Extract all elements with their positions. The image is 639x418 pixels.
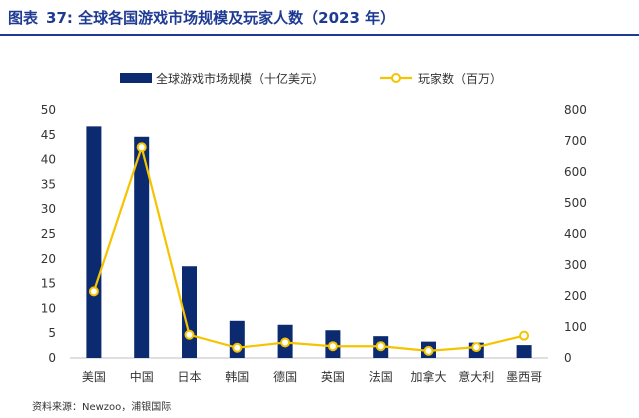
right-axis-tick-label: 700	[564, 134, 587, 148]
legend-label-market-size: 全球游戏市场规模（十亿美元）	[156, 71, 324, 86]
point-players	[471, 342, 482, 353]
left-axis-tick-label: 25	[41, 227, 56, 241]
title-divider	[0, 34, 639, 36]
x-axis-tick-label: 加拿大	[410, 369, 446, 384]
left-axis-tick-label: 0	[48, 351, 56, 365]
point-players	[136, 142, 147, 153]
figure-label: 图表	[8, 9, 39, 27]
x-axis-tick-label: 墨西哥	[506, 370, 542, 384]
left-axis-tick-label: 10	[41, 301, 56, 315]
left-axis-tick-label: 15	[41, 277, 56, 291]
point-players	[232, 342, 243, 353]
bar-market-size	[134, 136, 150, 358]
point-players	[280, 337, 291, 348]
left-axis-tick-label: 50	[41, 103, 56, 117]
point-players	[519, 330, 530, 341]
right-axis-tick-label: 0	[564, 351, 572, 365]
right-axis-tick-label: 600	[564, 165, 587, 179]
point-players	[88, 286, 99, 297]
line-players	[92, 143, 525, 352]
left-axis-tick-label: 30	[41, 202, 56, 216]
point-players	[184, 329, 195, 340]
figure-title-text: 全球各国游戏市场规模及玩家人数（2023 年）	[78, 9, 396, 27]
right-axis-tick-label: 400	[564, 227, 587, 241]
figure-number: 37:	[46, 9, 73, 27]
left-axis-tick-label: 5	[48, 326, 56, 340]
x-axis-tick-label: 日本	[177, 370, 201, 384]
x-axis-tick-label: 德国	[273, 369, 297, 384]
legend-label-players: 玩家数（百万）	[418, 71, 502, 86]
bar-market-size	[516, 345, 532, 358]
x-axis-tick-label: 韩国	[225, 369, 249, 384]
bar-market-size	[86, 126, 102, 358]
x-axis-tick-label: 中国	[130, 369, 154, 384]
left-axis-tick-label: 20	[41, 252, 56, 266]
point-players	[327, 341, 338, 352]
legend-swatch-market-size	[120, 73, 152, 83]
x-axis-tick-label: 美国	[82, 370, 106, 384]
x-axis-tick-label: 意大利	[458, 369, 494, 384]
figure-title: 图表 37: 全球各国游戏市场规模及玩家人数（2023 年）	[8, 7, 395, 28]
right-axis-tick-label: 500	[564, 196, 587, 210]
left-axis-tick-label: 35	[41, 177, 56, 191]
point-players	[375, 341, 386, 352]
right-axis-tick-label: 100	[564, 320, 587, 334]
x-axis-tick-label: 法国	[369, 370, 393, 384]
right-axis-tick-label: 200	[564, 289, 587, 303]
legend-marker-players	[391, 73, 401, 83]
source-note: 资料来源：Newzoo，浦银国际	[32, 402, 172, 413]
left-axis-tick-label: 45	[41, 128, 56, 142]
right-axis-tick-label: 300	[564, 258, 587, 272]
right-axis-tick-label: 800	[564, 103, 587, 117]
x-axis-tick-label: 英国	[321, 370, 345, 384]
point-players	[423, 345, 434, 356]
left-axis-tick-label: 40	[41, 153, 56, 167]
